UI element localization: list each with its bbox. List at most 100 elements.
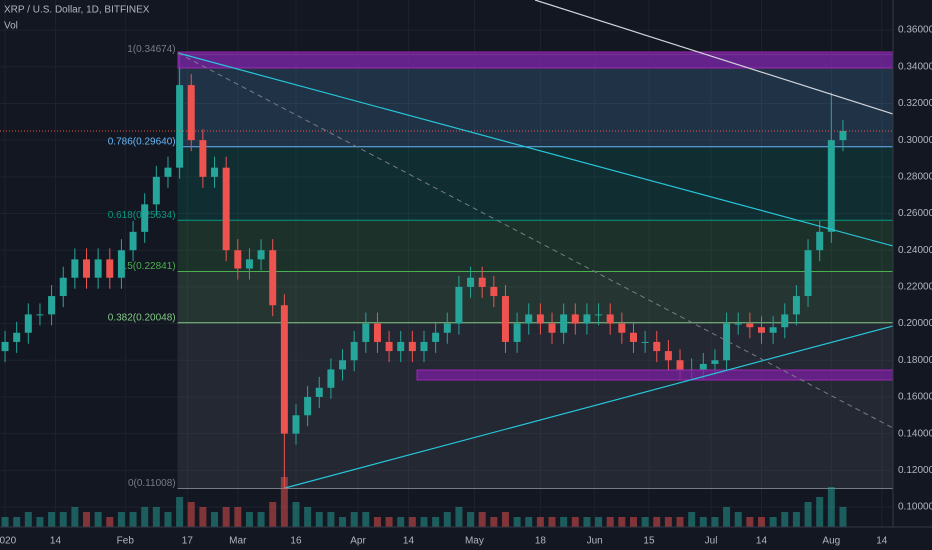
volume-bar bbox=[94, 512, 102, 527]
volume-bar bbox=[327, 512, 335, 527]
resistance-zone bbox=[177, 51, 894, 69]
volume-bar bbox=[478, 512, 486, 527]
volume-bar bbox=[164, 512, 172, 527]
volume-bar bbox=[199, 507, 207, 527]
candle-body bbox=[106, 259, 114, 278]
fib-label: 0.5(0.22841) bbox=[119, 261, 176, 272]
volume-bar bbox=[571, 517, 579, 527]
candle-body bbox=[211, 167, 219, 177]
y-tick-label: 0.36000 bbox=[898, 25, 932, 36]
candle-body bbox=[723, 323, 731, 361]
fib-label: 1(0.34674) bbox=[127, 44, 175, 55]
candle-body bbox=[257, 250, 265, 260]
volume-bar bbox=[606, 517, 614, 527]
candle-body bbox=[490, 286, 498, 297]
volume-bar bbox=[525, 517, 533, 527]
volume-bar bbox=[443, 512, 451, 527]
candle-body bbox=[48, 296, 56, 315]
volume-bar bbox=[758, 517, 765, 527]
candle-body bbox=[455, 286, 463, 324]
x-tick-label: Feb bbox=[117, 536, 135, 547]
candle-body bbox=[94, 259, 102, 278]
volume-bar bbox=[59, 512, 67, 527]
y-tick-label: 0.30000 bbox=[898, 135, 932, 146]
x-tick-label: Jun bbox=[587, 536, 603, 547]
candle-body bbox=[432, 332, 440, 342]
volume-bar bbox=[385, 517, 393, 527]
volume-bar bbox=[269, 502, 277, 527]
volume-bar bbox=[222, 507, 230, 527]
x-tick-label: Mar bbox=[229, 536, 247, 547]
y-tick-label: 0.14000 bbox=[898, 428, 932, 439]
volume-bar bbox=[653, 517, 661, 527]
volume-bar bbox=[734, 512, 742, 527]
candle-body bbox=[443, 323, 451, 333]
candle-body bbox=[501, 296, 509, 342]
y-tick-label: 0.18000 bbox=[898, 355, 932, 366]
candle-body bbox=[1, 341, 9, 352]
volume-bar bbox=[187, 502, 195, 527]
candle-body bbox=[350, 341, 358, 361]
candle-body bbox=[653, 341, 661, 352]
y-tick-label: 0.22000 bbox=[898, 282, 932, 293]
candle-body bbox=[385, 341, 393, 352]
x-tick-label: Apr bbox=[350, 536, 366, 547]
volume-bar bbox=[24, 512, 32, 527]
volume-bar bbox=[804, 502, 812, 527]
x-tick-label: 17 bbox=[182, 536, 194, 547]
candle-body bbox=[629, 332, 637, 342]
candle-body bbox=[13, 332, 21, 342]
volume-bar bbox=[71, 507, 79, 527]
volume-bar bbox=[420, 517, 428, 527]
candle-body bbox=[583, 314, 591, 324]
volume-bar bbox=[490, 517, 498, 527]
candle-body bbox=[595, 314, 603, 316]
y-tick-label: 0.34000 bbox=[898, 61, 932, 72]
trend-line bbox=[177, 52, 894, 247]
candle-body bbox=[176, 85, 184, 168]
candle-body bbox=[83, 259, 90, 278]
volume-bar bbox=[583, 517, 591, 527]
x-tick-label: 2020 bbox=[0, 536, 17, 547]
volume-bar bbox=[548, 517, 556, 527]
candle-body bbox=[746, 323, 754, 328]
volume-bar bbox=[257, 512, 265, 527]
y-tick-label: 0.16000 bbox=[898, 392, 932, 403]
volume-bar bbox=[117, 512, 125, 527]
candle-body bbox=[827, 140, 835, 232]
candle-body bbox=[781, 314, 789, 328]
candle-body bbox=[269, 250, 277, 306]
volume-bar bbox=[432, 517, 440, 527]
volume-bar bbox=[141, 507, 149, 527]
candle-body bbox=[199, 140, 207, 177]
fib-group: 1(0.34674)0.786(0.29640)0.618(0.25634)0.… bbox=[108, 44, 894, 489]
x-tick-label: 14 bbox=[403, 536, 415, 547]
volume-bar bbox=[536, 517, 544, 527]
fib-band bbox=[177, 146, 894, 221]
fib-label: 0(0.11008) bbox=[128, 478, 176, 489]
candle-body bbox=[792, 296, 800, 315]
x-tick-label: Jul bbox=[705, 536, 718, 547]
support-zone bbox=[416, 369, 894, 381]
volume-bar bbox=[211, 512, 219, 527]
fib-label: 0.786(0.29640) bbox=[108, 136, 176, 147]
volume-bar bbox=[245, 512, 253, 527]
candle-body bbox=[36, 314, 44, 316]
candle-body bbox=[536, 314, 544, 324]
candle-body bbox=[234, 250, 242, 269]
volume-bar bbox=[373, 517, 381, 527]
volume-bar bbox=[839, 507, 847, 527]
candle-body bbox=[339, 360, 347, 370]
candle-body bbox=[222, 167, 230, 251]
candle-body bbox=[699, 363, 707, 370]
volume-bar bbox=[176, 497, 184, 527]
volume-bar bbox=[350, 512, 358, 527]
candle-body bbox=[304, 396, 312, 416]
volume-bar bbox=[129, 512, 137, 527]
volume-bar bbox=[234, 507, 242, 527]
fib-band bbox=[177, 54, 894, 147]
volume-bar bbox=[13, 517, 21, 527]
candle-body bbox=[525, 314, 533, 324]
x-tick-label: Aug bbox=[822, 536, 840, 547]
